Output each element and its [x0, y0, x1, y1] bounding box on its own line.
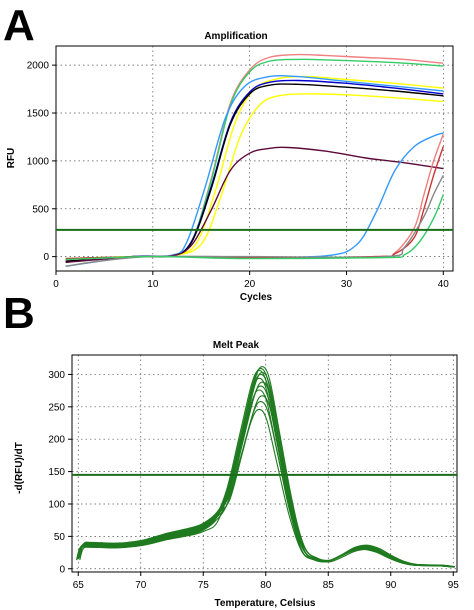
melt-ytick-label-2: 100 — [48, 499, 65, 510]
melt-series-line-3 — [76, 389, 452, 568]
amp-series-line-9 — [65, 133, 444, 261]
melt-series-line-6 — [76, 377, 452, 568]
melt-peak-title: Melt Peak — [213, 340, 260, 351]
melt-series-group — [76, 366, 455, 568]
melt-series-line-10 — [77, 368, 454, 568]
melt-xtick-label-5: 90 — [385, 580, 397, 591]
amp-xtick-label-1: 10 — [147, 279, 159, 290]
amp-ytick-label-4: 2000 — [27, 61, 50, 72]
melt-series-line-7 — [77, 373, 454, 568]
melt-ytick-label-3: 150 — [48, 467, 65, 478]
amp-xtick-label-4: 40 — [438, 279, 450, 290]
melt-peak-ylabel: -d(RFU)/dT — [14, 442, 25, 494]
melt-xtick-label-6: 95 — [448, 580, 460, 591]
melt-xtick-label-1: 70 — [135, 580, 147, 591]
amplification-plot: 0 10 20 30 40 0 500 1000 1500 2000 — [27, 45, 454, 290]
amp-series-line-4 — [65, 79, 444, 263]
amp-xtick-label-3: 30 — [341, 279, 353, 290]
melt-ytick-label-1: 50 — [54, 532, 66, 543]
amp-series-line-7 — [65, 146, 444, 264]
melt-series-line-9 — [76, 369, 452, 568]
melt-ytick-label-4: 200 — [48, 435, 65, 446]
amp-series-line-10 — [65, 146, 444, 260]
amp-frame — [55, 45, 454, 272]
melt-series-line-8 — [79, 371, 455, 568]
melt-frame — [71, 354, 458, 573]
amp-series-line-8 — [65, 132, 444, 260]
amp-series-line-2 — [65, 75, 444, 260]
melt-peak-plot: 65 70 75 80 85 90 95 0 50 100 150 200 250 300 — [48, 354, 460, 591]
amp-ytick-label-0: 0 — [43, 252, 49, 263]
panel-letter-b: B — [3, 289, 35, 338]
panel-letter-a: A — [3, 1, 35, 50]
melt-xtick-label-3: 80 — [260, 580, 272, 591]
melt-ytick-label-5: 250 — [48, 402, 65, 413]
amp-xtick-label-0: 0 — [53, 279, 59, 290]
melt-xtick-label-0: 65 — [73, 580, 85, 591]
melt-peak-xlabel: Temperature, Celsius — [215, 598, 316, 609]
amp-series-line-3 — [65, 93, 444, 260]
melt-xtick-label-4: 85 — [323, 580, 335, 591]
amp-series-group — [65, 53, 444, 267]
amp-xtick-label-2: 20 — [244, 279, 256, 290]
amp-ytick-label-3: 1500 — [27, 109, 50, 120]
melt-series-line-11 — [79, 366, 455, 568]
amplification-xlabel: Cycles — [240, 292, 273, 303]
melt-ytick-label-6: 300 — [48, 370, 65, 381]
amp-series-line-6 — [65, 74, 444, 267]
melt-xtick-label-2: 75 — [198, 580, 210, 591]
amplification-title: Amplification — [204, 31, 267, 42]
amp-ytick-label-2: 1000 — [27, 156, 50, 167]
amp-ytick-label-1: 500 — [32, 204, 49, 215]
amplification-ylabel: RFU — [6, 148, 17, 169]
melt-ytick-label-0: 0 — [59, 564, 65, 575]
amp-series-line-12 — [65, 194, 444, 261]
